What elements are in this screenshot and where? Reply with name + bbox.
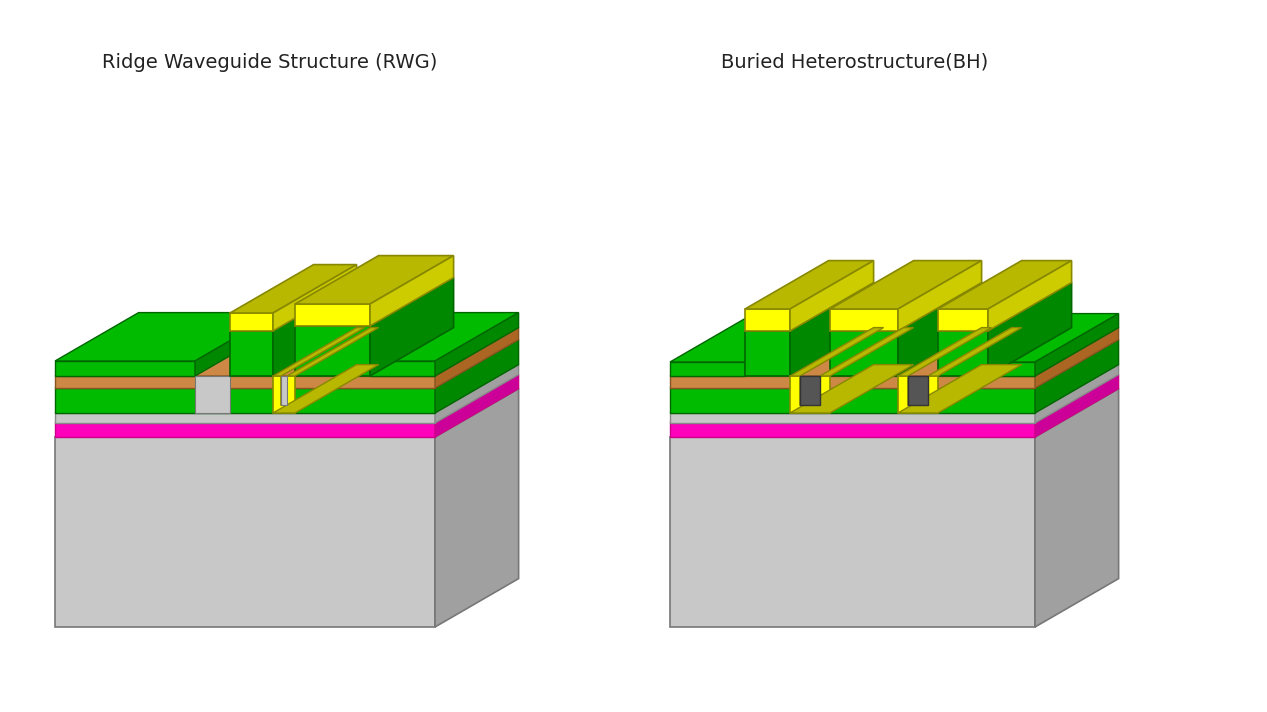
Polygon shape — [54, 376, 435, 388]
Polygon shape — [1035, 389, 1119, 627]
Polygon shape — [195, 376, 231, 413]
Polygon shape — [745, 309, 791, 331]
Polygon shape — [670, 423, 1035, 437]
Polygon shape — [670, 365, 1119, 413]
Polygon shape — [898, 328, 992, 376]
Polygon shape — [898, 261, 982, 331]
Polygon shape — [898, 283, 982, 376]
Polygon shape — [988, 283, 1072, 376]
Polygon shape — [938, 309, 988, 331]
Polygon shape — [54, 375, 518, 423]
Polygon shape — [54, 389, 518, 437]
Polygon shape — [670, 375, 1119, 423]
Polygon shape — [54, 328, 518, 376]
Polygon shape — [370, 361, 435, 376]
Polygon shape — [295, 256, 454, 304]
Polygon shape — [830, 261, 982, 309]
Polygon shape — [272, 283, 356, 376]
Polygon shape — [670, 437, 1035, 627]
Polygon shape — [231, 265, 356, 313]
Polygon shape — [54, 388, 435, 413]
Polygon shape — [435, 389, 518, 627]
Polygon shape — [670, 340, 1119, 388]
Polygon shape — [54, 423, 435, 437]
Polygon shape — [231, 283, 356, 331]
Polygon shape — [791, 328, 883, 376]
Polygon shape — [54, 313, 279, 361]
Polygon shape — [670, 413, 1035, 423]
Polygon shape — [231, 331, 272, 376]
Polygon shape — [231, 313, 272, 331]
Polygon shape — [830, 309, 898, 331]
Polygon shape — [1035, 313, 1119, 376]
Polygon shape — [295, 326, 370, 376]
Polygon shape — [370, 278, 454, 376]
Polygon shape — [1035, 365, 1119, 423]
Polygon shape — [1035, 328, 1119, 388]
Polygon shape — [938, 261, 1072, 309]
Polygon shape — [435, 328, 518, 388]
Text: Buried Heterostructure(BH): Buried Heterostructure(BH) — [721, 53, 988, 71]
Polygon shape — [195, 313, 279, 376]
Polygon shape — [670, 389, 1119, 437]
Polygon shape — [670, 313, 829, 362]
Polygon shape — [830, 283, 982, 331]
Polygon shape — [54, 361, 195, 376]
Polygon shape — [435, 375, 518, 437]
Polygon shape — [988, 261, 1072, 331]
Polygon shape — [988, 362, 1035, 376]
Polygon shape — [54, 365, 518, 413]
Polygon shape — [54, 413, 435, 423]
Polygon shape — [745, 313, 829, 376]
Polygon shape — [370, 313, 518, 361]
Polygon shape — [54, 437, 435, 627]
Polygon shape — [435, 365, 518, 423]
Text: Ridge Waveguide Structure (RWG): Ridge Waveguide Structure (RWG) — [103, 53, 437, 71]
Polygon shape — [670, 328, 1119, 376]
Polygon shape — [791, 376, 830, 413]
Polygon shape — [272, 328, 365, 376]
Polygon shape — [938, 283, 1072, 331]
Polygon shape — [988, 313, 1119, 362]
Polygon shape — [898, 376, 938, 413]
Polygon shape — [670, 362, 745, 376]
Polygon shape — [745, 261, 874, 309]
Polygon shape — [927, 328, 1021, 376]
Polygon shape — [281, 376, 288, 405]
Polygon shape — [295, 278, 454, 326]
Polygon shape — [830, 331, 898, 376]
Polygon shape — [1035, 340, 1119, 413]
Polygon shape — [898, 365, 1021, 413]
Polygon shape — [272, 376, 295, 413]
Polygon shape — [435, 313, 518, 376]
Polygon shape — [820, 328, 914, 376]
Polygon shape — [670, 376, 1035, 388]
Polygon shape — [745, 331, 791, 376]
Polygon shape — [799, 376, 820, 405]
Polygon shape — [295, 304, 370, 326]
Polygon shape — [791, 261, 874, 331]
Polygon shape — [272, 265, 356, 331]
Polygon shape — [938, 331, 988, 376]
Polygon shape — [272, 365, 379, 413]
Polygon shape — [670, 388, 1035, 413]
Polygon shape — [1035, 375, 1119, 437]
Polygon shape — [791, 283, 874, 376]
Polygon shape — [745, 283, 874, 331]
Polygon shape — [288, 328, 379, 376]
Polygon shape — [435, 340, 518, 413]
Polygon shape — [370, 256, 454, 326]
Polygon shape — [908, 376, 927, 405]
Polygon shape — [791, 365, 914, 413]
Polygon shape — [54, 340, 518, 388]
